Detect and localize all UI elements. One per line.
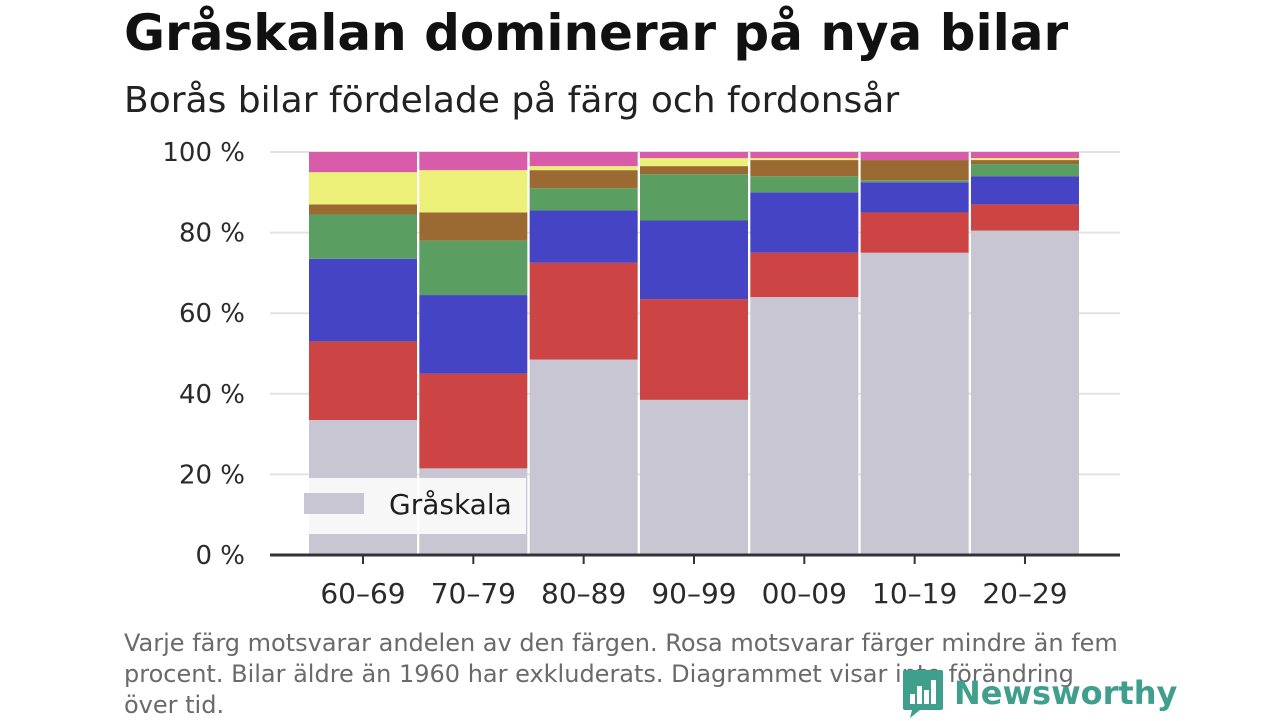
bar-segment-10–19-s2 xyxy=(860,182,969,213)
bar-segment-20–29-s4 xyxy=(970,160,1079,165)
bar-segment-70–79-s1 xyxy=(419,373,528,469)
bar-segment-10–19-s4 xyxy=(860,160,969,181)
bar-segment-20–29-s0 xyxy=(970,230,1079,555)
chart-title: Gråskalan dominerar på nya bilar xyxy=(124,4,1069,62)
bar-segment-60–69-s2 xyxy=(309,258,417,342)
x-tick-label: 10–19 xyxy=(872,577,957,610)
bar-segment-80–89-s1 xyxy=(529,262,638,360)
newsworthy-brand[interactable]: Newsworthy xyxy=(902,668,1177,718)
brand-name: Newsworthy xyxy=(954,674,1178,712)
bar-segment-00–09-s1 xyxy=(750,252,859,298)
bar-segment-90–99-s1 xyxy=(639,299,748,400)
bar-segment-80–89-s0 xyxy=(529,359,638,555)
bar-segment-70–79-s4 xyxy=(419,212,528,241)
bar-segment-00–09-s5 xyxy=(750,158,859,161)
x-tick-label: 00–09 xyxy=(762,577,847,610)
bar-segment-90–99-s5 xyxy=(639,158,748,167)
bar-segment-00–09-s0 xyxy=(750,297,859,555)
bar-segment-00–09-s3 xyxy=(750,176,859,193)
bar-segment-70–79-s3 xyxy=(419,240,528,296)
bar-segment-90–99-s6 xyxy=(639,152,748,159)
bar-segment-00–09-s4 xyxy=(750,160,859,177)
bar-segment-90–99-s2 xyxy=(639,220,748,300)
bar-segment-60–69-s4 xyxy=(309,204,417,215)
bar-segment-10–19-s6 xyxy=(860,152,969,161)
bar-segment-60–69-s3 xyxy=(309,214,417,259)
bar-segment-90–99-s3 xyxy=(639,174,748,221)
y-tick-label: 0 % xyxy=(195,541,245,571)
bar-segment-70–79-s6 xyxy=(419,152,528,171)
bar-segment-80–89-s4 xyxy=(529,170,638,189)
legend-swatch-graskala xyxy=(304,493,364,514)
bar-segment-10–19-s0 xyxy=(860,252,969,555)
bar-segment-80–89-s3 xyxy=(529,188,638,211)
bar-segment-20–29-s6 xyxy=(970,152,1079,159)
newsworthy-logo-icon xyxy=(903,670,943,718)
chart-subtitle: Borås bilar fördelade på färg och fordon… xyxy=(124,80,900,121)
bar-segment-20–29-s2 xyxy=(970,176,1079,205)
y-tick-label: 80 % xyxy=(179,219,245,249)
y-tick-label: 60 % xyxy=(179,299,245,329)
bar-segment-90–99-s4 xyxy=(639,166,748,175)
x-tick-label: 20–29 xyxy=(982,577,1067,610)
legend-label-graskala: Gråskala xyxy=(389,488,512,521)
bar-segment-20–29-s5 xyxy=(970,158,1079,161)
bars xyxy=(309,152,1079,555)
bar-segment-00–09-s6 xyxy=(750,152,859,159)
y-tick-label: 20 % xyxy=(179,460,245,490)
bar-segment-90–99-s0 xyxy=(639,399,748,555)
y-tick-label: 100 % xyxy=(162,138,245,168)
bar-segment-10–19-s3 xyxy=(860,180,969,183)
legend: Gråskala xyxy=(292,478,526,534)
bar-segment-70–79-s5 xyxy=(419,170,528,213)
bar-segment-60–69-s1 xyxy=(309,341,417,420)
x-tick-label: 80–89 xyxy=(541,577,626,610)
bar-segment-20–29-s3 xyxy=(970,164,1079,177)
bar-segment-70–79-s2 xyxy=(419,295,528,374)
bar-segment-00–09-s2 xyxy=(750,192,859,253)
y-tick-label: 40 % xyxy=(179,380,245,410)
bar-segment-80–89-s2 xyxy=(529,210,638,263)
axes: 0 % 20 % 40 % 60 % 80 % 100 % 60–69 70–79 80–89 9… xyxy=(162,138,1120,610)
x-tick-label: 60–69 xyxy=(320,577,405,610)
stacked-bar-chart: 0 % 20 % 40 % 60 % 80 % 100 % 60–69 70–79 80–89 9… xyxy=(162,138,1120,610)
x-tick-label: 90–99 xyxy=(651,577,736,610)
bar-segment-80–89-s5 xyxy=(529,166,638,171)
bar-segment-60–69-s6 xyxy=(309,152,417,173)
bar-segment-80–89-s6 xyxy=(529,152,638,167)
bar-segment-60–69-s5 xyxy=(309,172,417,205)
bar-segment-10–19-s1 xyxy=(860,212,969,253)
x-tick-label: 70–79 xyxy=(431,577,516,610)
bar-segment-20–29-s1 xyxy=(970,204,1079,231)
